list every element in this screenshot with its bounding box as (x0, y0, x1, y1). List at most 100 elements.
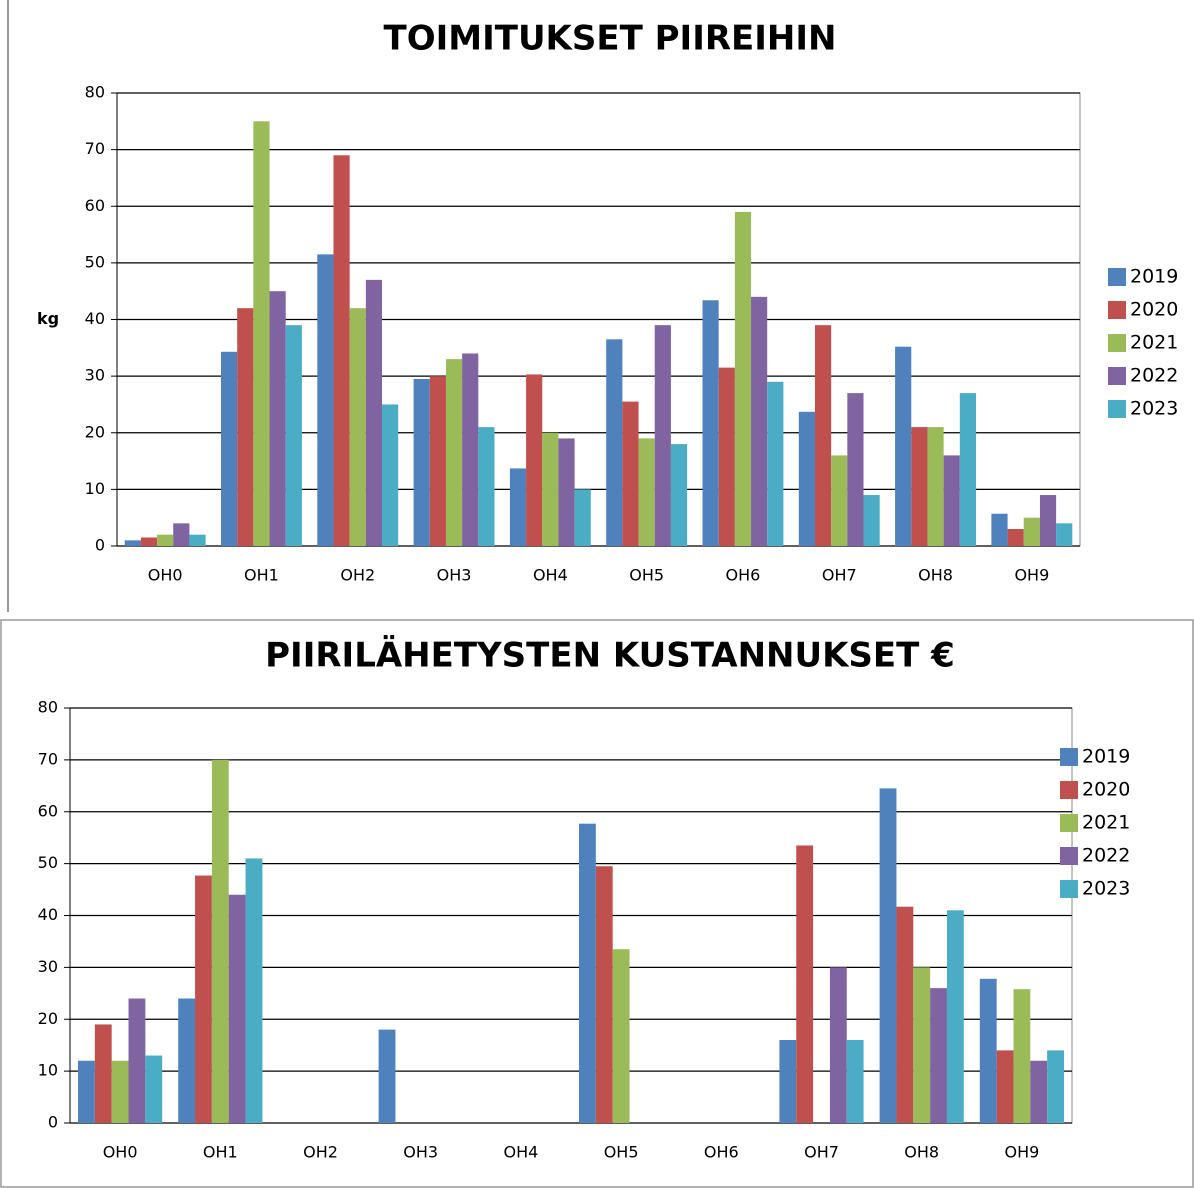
y-tick-label: 50 (38, 853, 58, 872)
bar (911, 427, 928, 546)
bar (558, 438, 575, 546)
y-tick-label: 80 (85, 83, 105, 102)
x-tick-label: OH3 (437, 566, 472, 585)
bar (779, 1040, 797, 1123)
bar (734, 211, 752, 546)
bar (622, 401, 639, 546)
bar (670, 444, 688, 546)
legend-label: 2022 (1130, 365, 1178, 387)
x-tick-label: OH9 (1014, 566, 1049, 585)
bar (94, 1024, 112, 1123)
bar (111, 1060, 129, 1123)
bar (959, 393, 976, 546)
bar (1007, 529, 1024, 546)
bar (124, 540, 141, 546)
bar (509, 468, 527, 546)
bar (895, 346, 912, 546)
y-tick-label: 0 (95, 536, 105, 555)
y-tick-label: 70 (85, 139, 105, 158)
x-tick-label: OH2 (340, 566, 375, 585)
legend-label: 2023 (1130, 398, 1178, 420)
legend-label: 2019 (1130, 266, 1178, 288)
y-tick-label: 50 (85, 252, 105, 271)
x-tick-label: OH1 (244, 566, 279, 585)
bar (228, 894, 246, 1123)
bar (382, 404, 399, 546)
bar (365, 279, 383, 546)
y-tick-label: 80 (38, 698, 58, 717)
x-tick-label: OH4 (503, 1143, 538, 1162)
bar (285, 325, 302, 546)
x-tick-label: OH2 (303, 1143, 338, 1162)
y-tick-label: 30 (85, 366, 105, 385)
bar (612, 949, 630, 1123)
bar (574, 489, 591, 546)
bar (237, 308, 254, 546)
bar (991, 513, 1008, 546)
bar (863, 495, 880, 546)
y-tick-label: 40 (38, 905, 58, 924)
x-tick-label: OH4 (533, 566, 568, 585)
bar (349, 308, 366, 546)
bar (1030, 1060, 1048, 1123)
bar (542, 432, 559, 546)
bar (221, 351, 238, 546)
bar (943, 455, 960, 546)
legend-label: 2023 (1082, 878, 1130, 900)
bar (178, 998, 196, 1123)
bar (579, 823, 596, 1123)
bar (195, 875, 212, 1123)
legend-swatch (1108, 400, 1126, 418)
bar (595, 866, 613, 1123)
bar (927, 427, 944, 546)
y-tick-label: 20 (85, 422, 105, 441)
bar (140, 537, 158, 546)
bar (638, 438, 655, 546)
legend-swatch (1060, 880, 1078, 898)
bar (211, 759, 229, 1123)
bar (128, 998, 146, 1123)
bar (317, 254, 334, 546)
bar (879, 788, 897, 1123)
bar (1047, 1050, 1064, 1123)
bar (798, 411, 815, 546)
bar (946, 910, 964, 1123)
legend-swatch (1108, 301, 1126, 319)
bar (145, 1055, 163, 1123)
bar (979, 978, 997, 1123)
legend-label: 2021 (1130, 332, 1178, 354)
bar (445, 359, 463, 546)
y-tick-label: 60 (85, 196, 105, 215)
x-tick-label: OH0 (148, 566, 183, 585)
chart-title: TOIMITUKSET PIIREIHIN (384, 19, 837, 59)
y-tick-label: 0 (48, 1113, 58, 1132)
bar (996, 1050, 1014, 1123)
bar (526, 374, 543, 546)
x-tick-label: OH8 (918, 566, 953, 585)
bar (269, 291, 286, 546)
x-tick-label: OH5 (629, 566, 664, 585)
bar (413, 378, 430, 546)
y-tick-label: 30 (38, 957, 58, 976)
bar (429, 376, 446, 546)
bar (654, 325, 671, 546)
y-tick-label: 70 (38, 749, 58, 768)
bar (896, 906, 914, 1123)
frame (0, 619, 1194, 1188)
bar (1013, 989, 1031, 1123)
bar (814, 325, 832, 546)
bar (157, 534, 174, 546)
bar (831, 455, 848, 546)
y-tick-label: 10 (85, 479, 105, 498)
bar (333, 155, 350, 546)
bar (462, 353, 479, 546)
x-tick-label: OH1 (203, 1143, 238, 1162)
bar (718, 367, 735, 546)
bar (606, 339, 623, 546)
legend-swatch (1060, 781, 1078, 799)
legend-swatch (1108, 367, 1126, 385)
legend-label: 2020 (1082, 779, 1130, 801)
bar (378, 1029, 396, 1123)
legend-label: 2019 (1082, 746, 1130, 768)
